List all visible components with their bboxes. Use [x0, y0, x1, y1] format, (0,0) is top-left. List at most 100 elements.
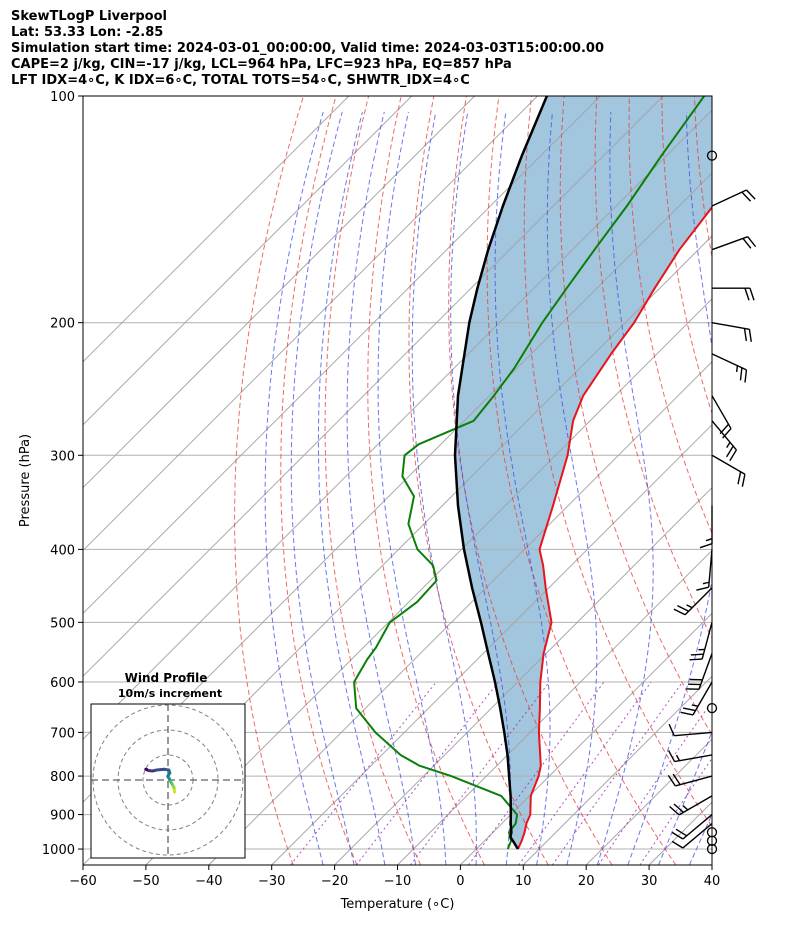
isotherm-line [208, 361, 712, 865]
isotherm-line [397, 549, 712, 865]
y-tick-label: 900 [50, 809, 75, 824]
isotherm-line [83, 96, 601, 615]
parcel-line [453, 96, 549, 850]
dry-adiabat [523, 96, 712, 828]
barb-flag [671, 840, 684, 849]
mixing-ratio-line [355, 681, 499, 865]
wind-barb [673, 587, 713, 616]
isotherm-line [83, 96, 413, 426]
dry-adiabat [486, 96, 677, 865]
wind-barb [696, 549, 713, 591]
wind-barb [711, 236, 757, 251]
index-line: LFT IDX=4∘C, K IDX=6∘C, TOTAL TOTS=54∘C,… [11, 73, 470, 88]
x-tick-label: 0 [456, 874, 464, 889]
wind-barb [712, 287, 755, 301]
barb-shaft [707, 549, 713, 588]
dry-adiabat [594, 96, 712, 640]
barb-flag [689, 658, 703, 661]
mixing-ratio-line [597, 700, 712, 865]
x-tick-label: 40 [704, 874, 721, 889]
barb-flag [741, 191, 752, 202]
y-tick-label: 300 [50, 449, 75, 464]
isotherm-line [334, 486, 712, 865]
y-tick-label: 500 [50, 616, 75, 631]
location-line: Lat: 53.33 Lon: -2.85 [11, 25, 164, 40]
barb-shaft [675, 775, 713, 787]
x-tick-label: −60 [69, 874, 96, 889]
barb-shaft [684, 587, 713, 616]
barb-flag [747, 236, 757, 248]
moist-adiabat [346, 111, 416, 865]
barb-flag [668, 723, 675, 736]
x-tick-label: −10 [384, 874, 411, 889]
barb-flag [729, 449, 738, 462]
wind-barb [667, 773, 713, 787]
isotherm-line [271, 424, 712, 865]
barb-half-flag [705, 538, 713, 542]
isotherm-line [522, 675, 712, 865]
isotherm-line [83, 96, 664, 677]
wind-barb-calm [706, 703, 718, 714]
y-tick-label: 100 [50, 90, 75, 105]
moist-adiabat [627, 111, 712, 865]
y-tick-label: 200 [50, 317, 75, 332]
isotherm-line [83, 109, 712, 740]
barb-half-flag [735, 365, 739, 373]
y-axis-label: Pressure (hPa) [18, 434, 33, 527]
barb-half-flag [726, 441, 731, 449]
dry-adiabat [234, 96, 304, 865]
dry-adiabat [760, 96, 794, 865]
chart-title: SkewTLogP Liverpool [11, 9, 167, 24]
moist-adiabat [377, 111, 447, 865]
barb-flag [673, 608, 686, 616]
barb-flag [667, 774, 676, 787]
barb-half-flag [686, 604, 693, 609]
barb-shaft [711, 236, 748, 251]
isotherm-line [83, 96, 475, 489]
dry-adiabat [324, 96, 422, 865]
barb-flag [741, 474, 746, 487]
isotherm-line [460, 612, 712, 865]
cape-area [455, 96, 712, 849]
x-axis-label: Temperature (∘C) [340, 897, 455, 912]
moist-adiabat [264, 111, 324, 865]
moist-adiabat [720, 112, 794, 865]
isotherm-line [711, 864, 712, 865]
y-tick-label: 700 [50, 726, 75, 741]
wind-barb [689, 622, 713, 661]
moist-adiabat [411, 111, 477, 865]
dry-adiabat [559, 96, 712, 736]
dry-adiabat [727, 96, 794, 865]
y-tick-label: 400 [50, 543, 75, 558]
x-tick-label: −40 [195, 874, 222, 889]
barb-shaft [692, 681, 713, 716]
x-tick-label: −50 [132, 874, 159, 889]
barb-flag [739, 367, 743, 381]
wind-barb [667, 750, 713, 763]
barb-flag [744, 288, 750, 301]
barb-half-flag [702, 581, 710, 585]
barb-flag [677, 604, 689, 612]
barb-flag [725, 445, 734, 458]
barb-flag [667, 750, 676, 762]
wind-barb [669, 795, 713, 816]
barb-flag [719, 423, 730, 435]
barb-flag [737, 471, 742, 485]
barb-shaft [711, 454, 746, 475]
barb-flag [690, 653, 704, 656]
dry-adiabat [408, 96, 549, 865]
wind-barb [671, 823, 713, 849]
barb-flag [673, 803, 684, 813]
wind-barb [711, 420, 738, 462]
mixing-ratio-line [639, 757, 712, 865]
hodograph-subtitle: 10m/s increment [118, 687, 222, 700]
moist-adiabat [317, 111, 386, 865]
barb-shaft [678, 795, 713, 816]
barb-shaft [701, 622, 713, 660]
barb-half-flag [675, 754, 681, 762]
barb-half-flag [682, 805, 689, 811]
barb-flag [749, 288, 755, 301]
barb-shaft [674, 754, 713, 763]
dry-adiabat [367, 96, 485, 865]
